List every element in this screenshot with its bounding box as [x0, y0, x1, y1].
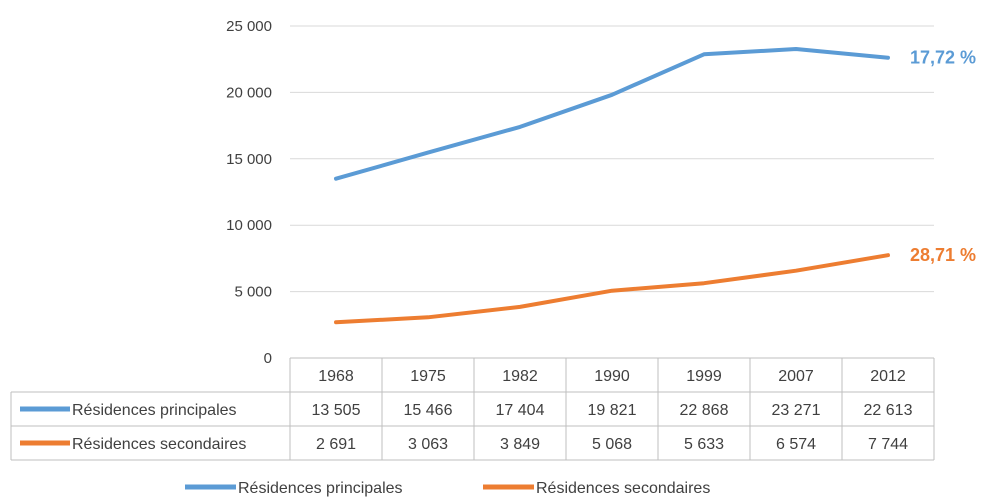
- legend-label-0: Résidences principales: [238, 480, 403, 497]
- legend-label-1: Résidences secondaires: [536, 480, 710, 497]
- series-lines: [334, 47, 890, 325]
- data-label: 15 466: [404, 402, 453, 419]
- data-label: 17 404: [496, 402, 545, 419]
- data-label: 2 691: [316, 436, 356, 453]
- data-label: 3 063: [408, 436, 448, 453]
- x-tick-label: 1975: [410, 368, 446, 385]
- legend: Résidences principales Résidences seconda…: [185, 480, 710, 497]
- x-tick-label: 1999: [686, 368, 722, 385]
- data-label: 13 505: [312, 402, 361, 419]
- data-table: 1968 1975 1982 1990 1999 2007 2012 Résidences p…: [10, 357, 935, 461]
- data-label: 5 633: [684, 436, 724, 453]
- y-tick-label: 15 000: [226, 151, 272, 168]
- data-label: 5 068: [592, 436, 632, 453]
- data-label: 19 821: [588, 402, 637, 419]
- end-label-0: 17,72 %: [910, 48, 976, 68]
- end-label-1: 28,71 %: [910, 245, 976, 265]
- data-label: 3 849: [500, 436, 540, 453]
- x-tick-label: 2007: [778, 368, 814, 385]
- row-label-0: Résidences principales: [72, 402, 237, 419]
- data-label: 23 271: [772, 402, 821, 419]
- data-label: 22 613: [864, 402, 913, 419]
- end-labels: 17,72 % 28,71 %: [910, 48, 976, 265]
- series-line-0: [334, 47, 890, 181]
- data-label: 6 574: [776, 436, 816, 453]
- gridlines: [290, 25, 934, 293]
- y-tick-label: 20 000: [226, 84, 272, 101]
- data-label: 22 868: [680, 402, 729, 419]
- series-line-1: [334, 253, 890, 325]
- row-label-1: Résidences secondaires: [72, 436, 246, 453]
- y-tick-label: 5 000: [234, 284, 272, 301]
- y-axis: 0 5 000 10 000 15 000 20 000 25 000: [226, 18, 272, 367]
- data-label: 7 744: [868, 436, 908, 453]
- x-tick-label: 2012: [870, 368, 906, 385]
- y-tick-label: 25 000: [226, 18, 272, 35]
- y-tick-label: 0: [264, 350, 272, 367]
- x-tick-label: 1968: [318, 368, 354, 385]
- x-tick-label: 1982: [502, 368, 538, 385]
- x-tick-label: 1990: [594, 368, 630, 385]
- y-tick-label: 10 000: [226, 217, 272, 234]
